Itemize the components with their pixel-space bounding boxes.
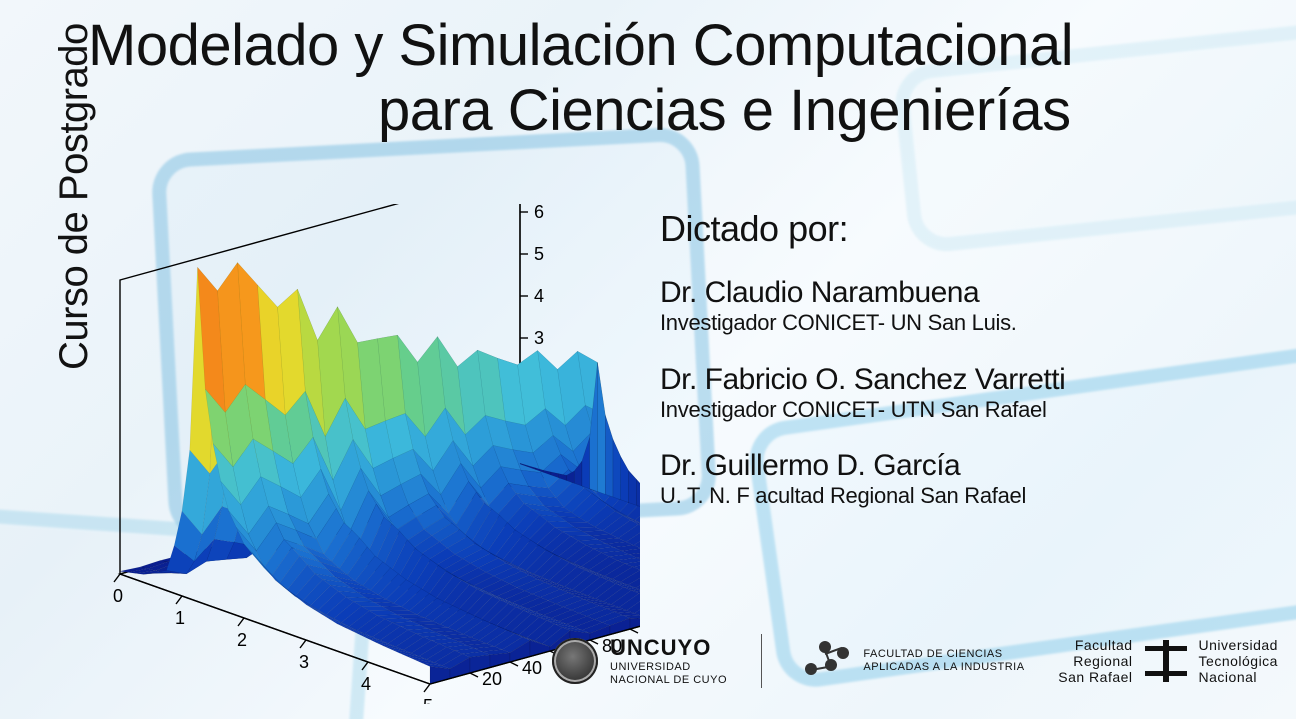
instructor-name: Dr. Guillermo D. García <box>660 449 1260 482</box>
svg-text:40: 40 <box>522 658 542 678</box>
logo-separator <box>761 634 762 688</box>
svg-text:3: 3 <box>299 652 309 672</box>
svg-text:2: 2 <box>237 630 247 650</box>
instructor-block: Dr. Guillermo D. García U. T. N. F acult… <box>660 449 1260 510</box>
logo-uncuyo: UNCUYO UNIVERSIDAD NACIONAL DE CUYO <box>552 635 727 686</box>
svg-text:1: 1 <box>175 608 185 628</box>
uncuyo-sub1: UNIVERSIDAD <box>610 661 727 674</box>
svg-text:4: 4 <box>534 286 544 306</box>
uncuyo-sub2: NACIONAL DE CUYO <box>610 674 727 687</box>
uncuyo-title: UNCUYO <box>610 635 727 661</box>
main-title: Modelado y Simulación Computacional para… <box>88 14 1272 144</box>
utn-name-line1: Universidad <box>1199 637 1278 653</box>
dictado-por-heading: Dictado por: <box>660 208 1260 250</box>
utn-fr-line2: Regional <box>1058 653 1132 669</box>
instructor-name: Dr. Claudio Narambuena <box>660 276 1260 309</box>
svg-text:5: 5 <box>423 696 433 704</box>
utn-name-line2: Tecnológica <box>1199 653 1278 669</box>
instructor-name: Dr. Fabricio O. Sanchez Varretti <box>660 363 1260 396</box>
svg-text:6: 6 <box>534 204 544 222</box>
fcai-line2: APLICADAS A LA INDUSTRIA <box>863 661 1024 674</box>
utn-cross-icon <box>1145 640 1187 682</box>
title-line-1: Modelado y Simulación Computacional <box>88 14 1272 79</box>
instructor-block: Dr. Fabricio O. Sanchez Varretti Investi… <box>660 363 1260 424</box>
instructor-affiliation: Investigador CONICET- UN San Luis. <box>660 309 1260 337</box>
instructor-block: Dr. Claudio Narambuena Investigador CONI… <box>660 276 1260 337</box>
logo-utn: Facultad Regional San Rafael Universidad… <box>1058 637 1278 685</box>
utn-fr-line3: San Rafael <box>1058 669 1132 685</box>
svg-text:20: 20 <box>482 669 502 689</box>
logo-fcai: FACULTAD DE CIENCIAS APLICADAS A LA INDU… <box>795 639 1024 683</box>
utn-fr-line1: Facultad <box>1058 637 1132 653</box>
svg-text:4: 4 <box>361 674 371 694</box>
title-line-2: para Ciencias e Ingenierías <box>88 79 1272 144</box>
instructor-affiliation: Investigador CONICET- UTN San Rafael <box>660 396 1260 424</box>
svg-text:5: 5 <box>534 244 544 264</box>
uncuyo-seal-icon <box>552 638 598 684</box>
utn-name-line3: Nacional <box>1199 669 1278 685</box>
instructor-affiliation: U. T. N. F acultad Regional San Rafael <box>660 482 1260 510</box>
molecule-icon <box>795 639 851 683</box>
svg-text:0: 0 <box>113 586 123 606</box>
svg-text:3: 3 <box>534 328 544 348</box>
instructors-panel: Dictado por: Dr. Claudio Narambuena Inve… <box>660 208 1260 536</box>
fcai-line1: FACULTAD DE CIENCIAS <box>863 648 1024 661</box>
sponsor-logos-row: UNCUYO UNIVERSIDAD NACIONAL DE CUYO FACU… <box>552 621 1278 701</box>
